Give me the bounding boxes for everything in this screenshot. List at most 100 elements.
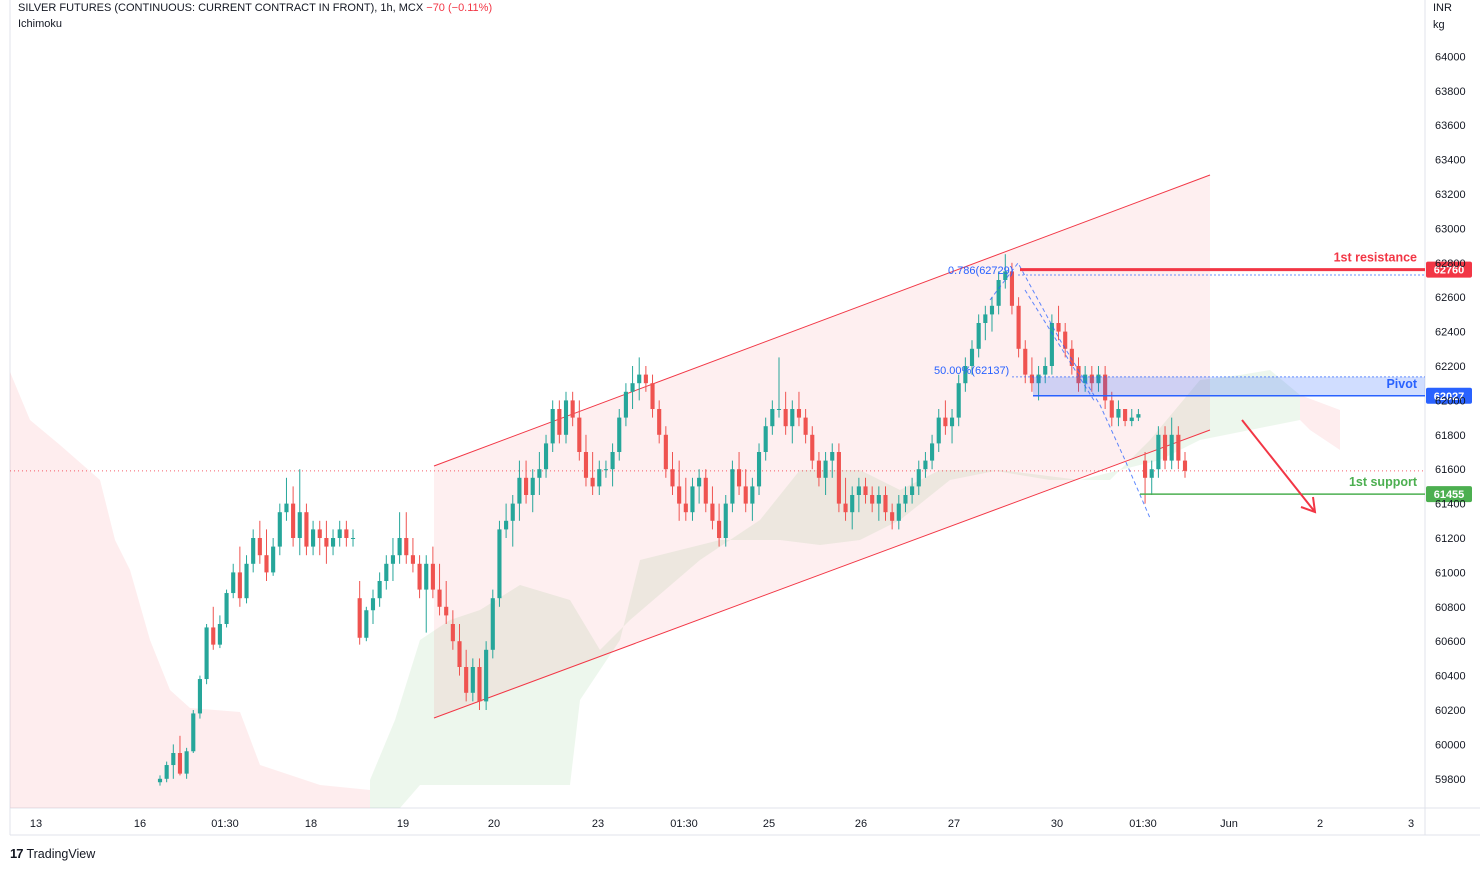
candle	[623, 383, 628, 427]
candle-body	[816, 460, 821, 478]
brand-label: TradingView	[26, 846, 96, 861]
time-tick-label: 19	[397, 818, 409, 830]
candle-body	[577, 417, 582, 452]
candle	[610, 443, 615, 487]
candle-body	[417, 563, 422, 590]
candle	[350, 529, 356, 547]
candle-body	[1003, 271, 1008, 280]
candle-body	[810, 434, 815, 461]
candle	[956, 374, 961, 427]
candle	[231, 563, 236, 599]
candle	[497, 520, 502, 607]
fib-0786-label: 0.786(62729)	[948, 265, 1013, 277]
price-tick-label: 60800	[1435, 602, 1466, 614]
candle	[750, 477, 755, 521]
candle	[776, 357, 782, 418]
candle-body	[750, 486, 755, 504]
candle	[171, 744, 176, 779]
candle-body	[244, 563, 249, 599]
indicator-label[interactable]: Ichimoku	[18, 18, 63, 30]
candle	[770, 400, 775, 435]
candle-body	[543, 443, 549, 470]
candle-body	[583, 452, 589, 478]
candle-body	[464, 667, 469, 693]
candle-body	[783, 409, 788, 427]
candle	[377, 572, 382, 607]
candle-body	[717, 520, 722, 538]
candle-body	[484, 649, 489, 702]
candle-body	[710, 503, 715, 521]
candle-body	[570, 400, 575, 418]
price-tick-label: 63200	[1435, 189, 1466, 201]
candle	[304, 503, 309, 556]
candle	[177, 735, 183, 776]
candle	[969, 340, 975, 375]
candle	[563, 391, 569, 444]
candle-body	[663, 434, 668, 470]
candle-body	[976, 323, 981, 349]
candle-body	[1089, 374, 1094, 384]
candle	[464, 649, 469, 702]
candle-body	[677, 486, 682, 504]
candle	[470, 658, 475, 702]
candle	[876, 486, 881, 521]
candle	[863, 477, 868, 504]
candle-body	[1096, 374, 1101, 384]
candle-body	[790, 409, 795, 427]
candle	[923, 452, 928, 478]
candle-body	[311, 529, 316, 547]
candle	[390, 538, 396, 581]
candle-body	[836, 452, 841, 504]
candle	[1116, 400, 1121, 427]
candle	[963, 357, 968, 392]
candle	[1069, 340, 1074, 375]
price-tick-label: 62800	[1435, 258, 1466, 270]
channel-fill	[434, 175, 1210, 718]
candle-body	[996, 280, 1001, 306]
candle-body	[776, 409, 782, 410]
candle	[1169, 417, 1174, 470]
channel-upper-line	[433, 174, 1211, 467]
candle	[583, 434, 589, 487]
price-tick-label: 61800	[1435, 430, 1466, 442]
candle-body	[683, 503, 688, 513]
price-tick-label: 61200	[1435, 533, 1466, 545]
candle	[1176, 426, 1181, 470]
candle-body	[1083, 374, 1088, 384]
candle-body	[870, 495, 875, 504]
candle-body	[1123, 409, 1128, 422]
candle-body	[364, 610, 369, 638]
candle	[324, 520, 329, 564]
candle-body	[497, 529, 502, 599]
candle-body	[969, 348, 975, 366]
candle	[211, 606, 216, 650]
candle-body	[603, 469, 609, 471]
price-change: −70 (−0.11%)	[426, 2, 493, 14]
candle-body	[211, 627, 216, 645]
candle-body	[217, 624, 222, 645]
candle	[1003, 254, 1008, 289]
time-tick-label: 25	[763, 818, 775, 830]
candle-body	[1109, 400, 1114, 418]
candle-body	[697, 477, 702, 487]
candle	[524, 460, 529, 504]
candle	[670, 452, 675, 495]
price-tick-label: 61000	[1435, 567, 1466, 579]
time-tick-label: 23	[592, 818, 604, 830]
candle-body	[1116, 409, 1121, 418]
candle-body	[796, 409, 802, 418]
candle	[617, 409, 622, 461]
candle-body	[843, 503, 848, 513]
candle	[311, 520, 316, 556]
candle	[643, 366, 648, 392]
candle	[364, 606, 369, 642]
price-tick-label: 59800	[1435, 774, 1466, 786]
currency-label: INR	[1433, 2, 1452, 14]
candle	[550, 400, 555, 452]
tradingview-logo[interactable]: 17 TradingView	[10, 846, 95, 861]
time-tick-label: 20	[488, 818, 500, 830]
pivot-price-tag: 62027	[1426, 387, 1472, 404]
pivot-label: Pivot	[1386, 377, 1417, 391]
